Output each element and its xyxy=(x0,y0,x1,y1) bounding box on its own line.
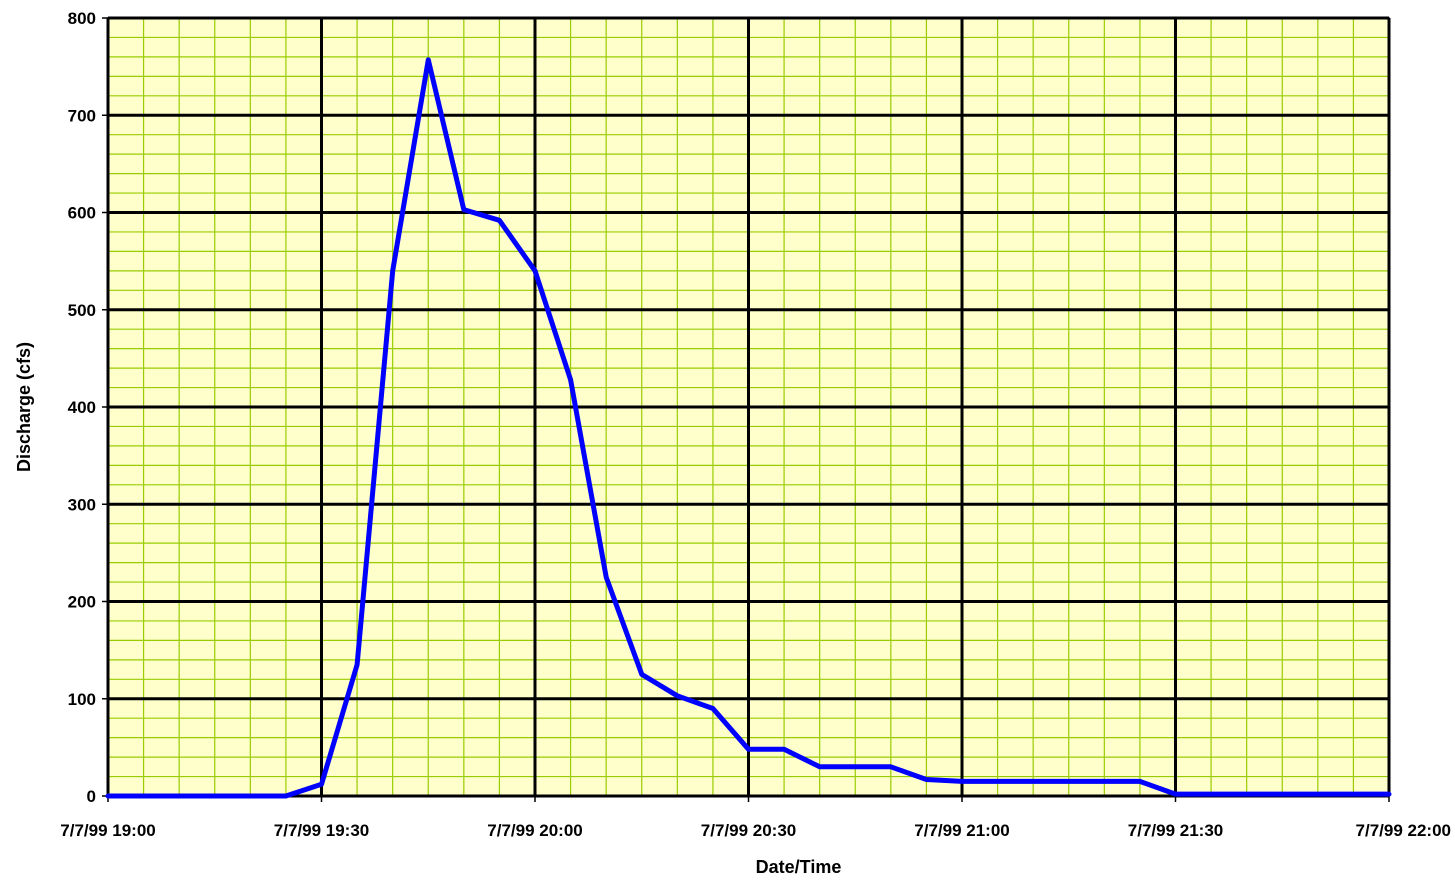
y-tick-label: 100 xyxy=(68,690,96,709)
x-tick-label: 7/7/99 19:30 xyxy=(274,821,369,840)
x-axis-ticks: 7/7/99 19:00 7/7/99 19:30 7/7/99 20:00 7/7/… xyxy=(60,796,1451,840)
y-tick-label: 600 xyxy=(68,204,96,223)
series-line xyxy=(105,57,1392,799)
x-axis-label: Date/Time xyxy=(756,857,842,877)
x-tick-label: 7/7/99 22:00 xyxy=(1356,821,1451,840)
y-tick-label: 0 xyxy=(87,787,96,806)
y-tick-label: 200 xyxy=(68,593,96,612)
y-tick-label: 300 xyxy=(68,495,96,514)
x-tick-label: 7/7/99 21:00 xyxy=(914,821,1009,840)
y-axis-ticks: 0 100 200 300 400 500 600 700 800 xyxy=(68,9,108,806)
y-tick-label: 800 xyxy=(68,9,96,28)
y-tick-label: 400 xyxy=(68,398,96,417)
x-tick-label: 7/7/99 19:00 xyxy=(60,821,155,840)
y-axis-label: Discharge (cfs) xyxy=(14,342,34,472)
y-tick-label: 500 xyxy=(68,301,96,320)
x-tick-label: 7/7/99 21:30 xyxy=(1128,821,1223,840)
y-tick-label: 700 xyxy=(68,106,96,125)
x-tick-label: 7/7/99 20:30 xyxy=(701,821,796,840)
x-tick-label: 7/7/99 20:00 xyxy=(487,821,582,840)
